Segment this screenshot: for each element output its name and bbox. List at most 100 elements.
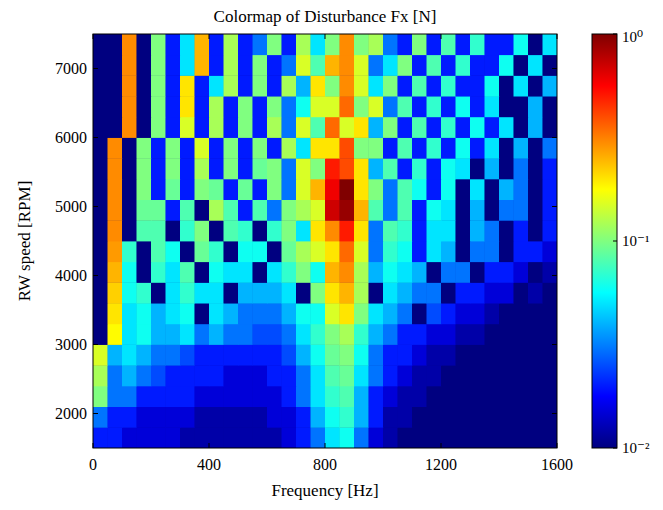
heatmap-cell — [354, 241, 369, 262]
heatmap-cell — [369, 75, 384, 96]
heatmap-cell — [456, 179, 471, 200]
heatmap-cell — [224, 303, 239, 324]
heatmap-cell — [485, 386, 500, 407]
heatmap-cell — [354, 34, 369, 55]
heatmap-cell — [151, 282, 166, 303]
heatmap-cell — [412, 282, 427, 303]
heatmap-cell — [427, 158, 442, 179]
heatmap-cell — [108, 324, 123, 345]
heatmap-cell — [311, 282, 326, 303]
heatmap-cell — [427, 96, 442, 117]
heatmap-cell — [137, 117, 152, 138]
heatmap-cell — [224, 386, 239, 407]
heatmap-cell — [470, 158, 485, 179]
heatmap-cell — [528, 34, 543, 55]
heatmap-cell — [151, 303, 166, 324]
heatmap-cell — [93, 179, 108, 200]
heatmap-cell — [543, 282, 558, 303]
heatmap-cell — [398, 138, 413, 159]
heatmap-cell — [398, 179, 413, 200]
heatmap-cell — [369, 262, 384, 283]
heatmap-cell — [209, 427, 224, 448]
heatmap-cell — [195, 179, 210, 200]
heatmap-cell — [180, 138, 195, 159]
heatmap-cell — [485, 75, 500, 96]
heatmap-cell — [499, 220, 514, 241]
heatmap-cell — [543, 241, 558, 262]
heatmap-cell — [485, 407, 500, 428]
heatmap-cell — [412, 158, 427, 179]
y-tick — [93, 275, 98, 276]
heatmap-cell — [514, 138, 529, 159]
plot-frame — [93, 34, 557, 448]
heatmap-cell — [166, 200, 181, 221]
heatmap-cell — [354, 138, 369, 159]
heatmap-cell — [325, 138, 340, 159]
heatmap-cell — [470, 34, 485, 55]
heatmap-cell — [412, 324, 427, 345]
heatmap-cell — [267, 117, 282, 138]
heatmap-cell — [427, 407, 442, 428]
heatmap-cell — [253, 220, 268, 241]
heatmap-cell — [412, 427, 427, 448]
heatmap-cell — [514, 117, 529, 138]
heatmap-cell — [122, 138, 137, 159]
heatmap-cell — [499, 200, 514, 221]
heatmap-cell — [166, 138, 181, 159]
heatmap-cell — [340, 220, 355, 241]
heatmap-cell — [282, 407, 297, 428]
heatmap-cell — [282, 324, 297, 345]
heatmap-cell — [296, 282, 311, 303]
heatmap-cell — [180, 427, 195, 448]
heatmap-cell — [209, 345, 224, 366]
heatmap-cell — [137, 407, 152, 428]
heatmap-cell — [528, 427, 543, 448]
heatmap-cell — [296, 303, 311, 324]
heatmap-cell — [470, 407, 485, 428]
heatmap-cell — [311, 407, 326, 428]
heatmap-cell — [311, 138, 326, 159]
heatmap-cell — [93, 96, 108, 117]
heatmap-cell — [296, 75, 311, 96]
heatmap-cell — [441, 96, 456, 117]
heatmap-cell — [180, 303, 195, 324]
heatmap-cell — [470, 75, 485, 96]
heatmap-cell — [369, 138, 384, 159]
heatmap-cell — [253, 303, 268, 324]
heatmap-cell — [151, 407, 166, 428]
heatmap-cell — [238, 303, 253, 324]
heatmap-cell — [137, 427, 152, 448]
heatmap-cell — [209, 407, 224, 428]
heatmap-cell — [108, 303, 123, 324]
heatmap-cell — [340, 345, 355, 366]
heatmap-cell — [166, 55, 181, 76]
heatmap-cell — [528, 262, 543, 283]
heatmap-cell — [441, 158, 456, 179]
heatmap-cell — [369, 55, 384, 76]
heatmap-cell — [383, 345, 398, 366]
heatmap-cell — [340, 34, 355, 55]
heatmap-cell — [412, 345, 427, 366]
heatmap-cell — [456, 200, 471, 221]
heatmap-cell — [224, 241, 239, 262]
plot-background — [93, 34, 557, 448]
heatmap-cell — [340, 200, 355, 221]
heatmap-cell — [253, 55, 268, 76]
heatmap-cell — [427, 138, 442, 159]
heatmap-cell — [514, 324, 529, 345]
heatmap-cell — [441, 262, 456, 283]
heatmap-cell — [282, 220, 297, 241]
heatmap-cell — [122, 407, 137, 428]
heatmap-cell — [456, 386, 471, 407]
heatmap-cell — [180, 262, 195, 283]
heatmap-cell — [296, 179, 311, 200]
heatmap-cell — [354, 324, 369, 345]
y-tick-label: 2000 — [55, 405, 87, 422]
heatmap-cell — [151, 386, 166, 407]
heatmap-cell — [470, 55, 485, 76]
heatmap-cell — [398, 365, 413, 386]
x-tick — [557, 443, 558, 448]
heatmap-cell — [514, 427, 529, 448]
heatmap-cell — [122, 365, 137, 386]
heatmap-cell — [122, 96, 137, 117]
